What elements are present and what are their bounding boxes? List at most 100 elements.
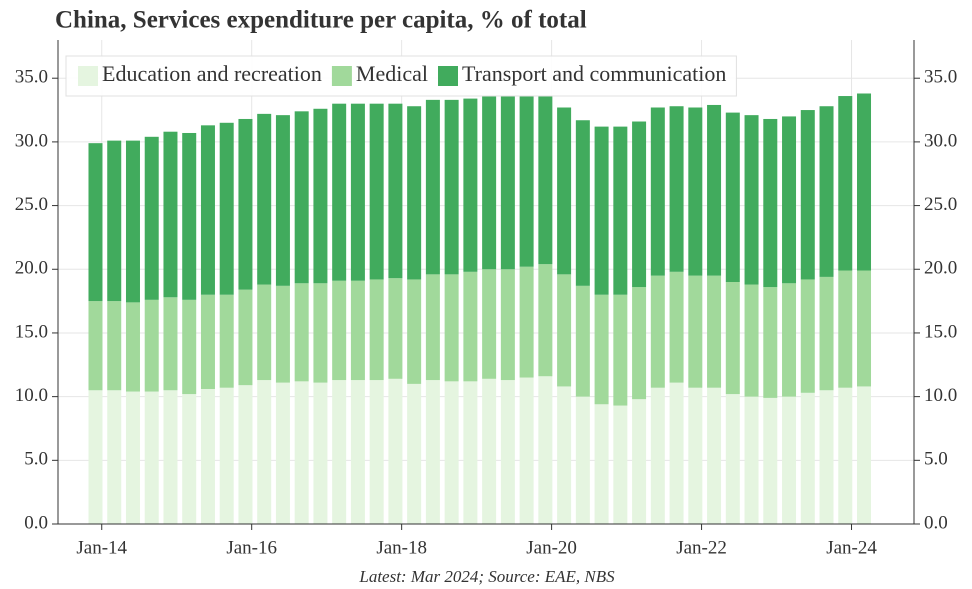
bar-segment [800,392,815,524]
y2-tick-label: 35.0 [924,67,957,88]
bar-segment [669,382,684,524]
bar-segment [425,99,440,275]
bar-segment [257,380,272,524]
y-tick-label: 25.0 [15,194,48,215]
bar-segment [257,113,272,285]
x-tick-label: Jan-22 [676,537,727,558]
bar-segment [369,279,384,381]
bar-segment [257,284,272,381]
bar-segment [650,387,665,524]
bar-segment [857,270,872,387]
bar-segment [650,107,665,276]
bar-segment [294,283,309,382]
bar-segment [857,93,872,271]
bar-segment [219,122,234,295]
bar-segment [275,382,290,524]
bar-segment [725,394,740,524]
bar-segment [200,125,215,295]
x-tick-label: Jan-14 [76,537,127,558]
bar-segment [594,126,609,295]
bar-segment [575,120,590,286]
bar-segment [763,397,778,524]
legend-label: Transport and communication [462,61,726,86]
bar-segment [182,394,197,524]
bar-segment [632,121,647,288]
source-note: Latest: Mar 2024; Source: EAE, NBS [358,567,615,586]
bar-segment [613,405,628,524]
bar-segment [838,270,853,388]
bar-segment [238,289,253,386]
bar-segment [313,382,328,524]
bar-segment [425,380,440,524]
bar-segment [350,103,365,281]
bar-segment [782,283,797,397]
y-tick-label: 0.0 [24,512,48,533]
bar-segment [482,269,497,379]
bar-segment [275,285,290,383]
bar-segment [238,118,253,290]
bar-segment [144,391,159,524]
bar-segment [388,278,403,379]
bar-segment [838,387,853,524]
bar-segment [350,380,365,524]
bar-segment [519,96,534,267]
bar-segment [125,140,140,303]
bar-segment [350,280,365,381]
bar-segment [463,98,478,272]
bar-segment [88,390,103,524]
bar-segment [107,140,122,302]
y-tick-label: 30.0 [15,130,48,151]
bar-segment [819,276,834,391]
bar-segment [444,99,459,275]
bar-segment [369,103,384,280]
bar-segment [163,297,178,391]
bar-segment [482,96,497,270]
legend-swatch [331,66,352,86]
bar-segment [200,388,215,524]
bar-segment [594,404,609,524]
bar-segment [744,396,759,524]
bar-segment [500,96,515,270]
bar-segment [763,287,778,398]
bar-segment [332,103,347,281]
y2-tick-label: 5.0 [924,449,948,470]
bar-segment [407,383,422,524]
legend-swatch [438,66,458,86]
bar-segment [388,103,403,279]
bar-segment [294,381,309,524]
bar-segment [332,380,347,524]
bar-segment [669,106,684,272]
bar-segment [519,266,534,378]
bar-segment [744,284,759,397]
legend-label: Medical [356,61,428,86]
y-tick-label: 15.0 [15,321,48,342]
x-tick-label: Jan-20 [526,537,577,558]
legend-label: Education and recreation [102,61,322,86]
bar-segment [688,275,703,388]
bar-segment [107,301,122,391]
bar-segment [125,302,140,392]
bar-segment [763,118,778,288]
bar-segment [275,115,290,286]
bar-segment [557,274,572,387]
bar-segment [407,106,422,280]
bar-segment [819,390,834,524]
bar-segment [594,294,609,405]
bar-segment [782,396,797,524]
y-tick-label: 5.0 [24,449,48,470]
bar-segment [538,264,553,377]
bar-segment [500,269,515,381]
bar-segment [688,387,703,524]
bar-segment [688,107,703,276]
bar-segment [725,282,740,395]
bar-segment [463,271,478,382]
bar-segment [444,274,459,382]
bar-segment [538,96,553,265]
bar-segment [557,386,572,524]
bar-segment [388,378,403,524]
bar-segment [332,280,347,381]
bar-segment [707,104,722,276]
bar-segment [632,399,647,524]
bar-segment [538,376,553,524]
